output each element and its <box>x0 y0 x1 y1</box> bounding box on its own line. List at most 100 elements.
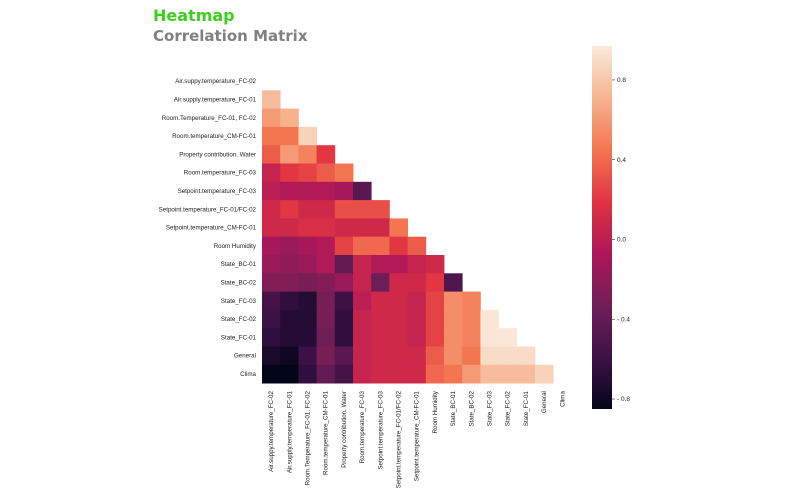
colorbar-tick-label: 0.0 <box>617 237 626 244</box>
colorbar: 0.8 0.4 0.0 - 0.4 - 0.8 <box>592 46 630 409</box>
heatmap-cell <box>316 291 336 311</box>
heatmap-cell <box>389 273 408 292</box>
y-tick-label: State_BC-01 <box>221 261 257 268</box>
heatmap-cell <box>298 291 317 311</box>
heatmap-cell <box>389 236 408 256</box>
heatmap-cell <box>334 218 354 238</box>
heatmap-cell <box>371 291 390 311</box>
heatmap-cell <box>371 255 390 274</box>
heatmap-cell <box>262 200 281 219</box>
heatmap-cell <box>407 255 427 274</box>
heatmap-cell <box>262 181 281 201</box>
x-tick-label: State_FC-02 <box>505 391 512 427</box>
heatmap-cell <box>407 291 427 311</box>
colorbar-tick-label: - 0.4 <box>617 316 630 323</box>
heatmap-cell <box>425 255 445 274</box>
heatmap-cell <box>262 90 281 109</box>
heatmap-cell <box>480 328 499 347</box>
heatmap-cell <box>262 273 281 292</box>
x-tick-label: State_BC-01 <box>450 391 457 427</box>
chart-subtitle: Correlation Matrix <box>153 27 308 45</box>
heatmap-cell <box>371 309 390 329</box>
heatmap-cell <box>334 200 354 219</box>
heatmap-cell <box>371 218 390 238</box>
heatmap-cell <box>280 273 299 292</box>
heatmap-cell <box>280 126 299 146</box>
heatmap-cell <box>298 218 317 238</box>
heatmap-cell <box>262 364 281 384</box>
heatmap-cell <box>334 346 354 366</box>
y-tick-label: Setpoint.temperature_FC-01/FC-02 <box>159 206 257 213</box>
x-tick-label: State_FC-01 <box>523 391 530 427</box>
heatmap-cell <box>462 346 481 366</box>
heatmap-cell <box>280 255 299 274</box>
heatmap-cell <box>280 291 299 311</box>
heatmap-cell <box>298 328 317 347</box>
x-axis-labels: Air.suppy.temperature_FC-02 Air.supply.te… <box>268 390 566 488</box>
x-tick-label: Air.supply.temperature_FC-01 <box>286 391 293 474</box>
heatmap-cell <box>298 309 317 329</box>
heatmap-cell <box>444 273 463 292</box>
heatmap-cell <box>389 346 408 366</box>
heatmap-cell <box>425 273 445 292</box>
y-tick-label: Property contribution. Water <box>179 151 256 158</box>
x-tick-label: Room Humidity <box>432 390 439 433</box>
y-axis-labels: Air.suppy.temperature_FC-02 Air.supply.te… <box>159 78 257 378</box>
heatmap-cell <box>262 145 281 164</box>
heatmap-cell <box>316 309 336 329</box>
heatmap-cell <box>498 328 518 347</box>
heatmap-cell <box>353 309 372 329</box>
heatmap-cell <box>371 200 390 219</box>
heatmap-cell <box>280 163 299 183</box>
heatmap-cell <box>298 255 317 274</box>
y-tick-label: Room.Temperature_FC-01, FC-02 <box>162 115 257 122</box>
heatmap-cell <box>371 328 390 347</box>
heatmap-cell <box>498 346 518 366</box>
heatmap-cell <box>298 236 317 256</box>
heatmap-cell <box>280 181 299 201</box>
heatmap-cell <box>535 364 554 384</box>
heatmap-cell <box>407 273 427 292</box>
heatmap-cell <box>280 309 299 329</box>
heatmap-cell <box>280 346 299 366</box>
heatmap-cell <box>262 163 281 183</box>
heatmap-cell <box>516 346 536 366</box>
y-tick-label: General <box>234 353 256 360</box>
x-tick-label: Setpoint.temperature_FC-01/FC-02 <box>396 391 403 489</box>
colorbar-tick-label: - 0.8 <box>617 396 630 403</box>
y-tick-label: Room.temperature_CM-FC-01 <box>172 133 256 140</box>
heatmap-cell <box>407 328 427 347</box>
heatmap-cell <box>516 364 536 384</box>
x-tick-label: State_FC-03 <box>487 391 494 427</box>
y-tick-label: Setpoint.temperature_FC-03 <box>178 188 257 195</box>
heatmap-cell <box>353 218 372 238</box>
heatmap-cell <box>425 291 445 311</box>
heatmap-cell <box>298 126 317 146</box>
heatmap-cell <box>262 291 281 311</box>
heatmap-cell <box>353 273 372 292</box>
heatmap-cell <box>262 309 281 329</box>
heatmap-cell <box>407 364 427 384</box>
heatmap-cell <box>262 236 281 256</box>
heatmap-cell <box>334 364 354 384</box>
heatmap-cell <box>298 364 317 384</box>
x-tick-label: Air.suppy.temperature_FC-02 <box>268 391 275 472</box>
heatmap-cell <box>316 145 336 164</box>
heatmap-cell <box>262 126 281 146</box>
heatmap-cell <box>316 346 336 366</box>
heatmap-cell <box>462 309 481 329</box>
heatmap-cell <box>444 328 463 347</box>
x-tick-label: Room.temperature_FC-03 <box>359 391 366 464</box>
heatmap-cell <box>353 364 372 384</box>
heatmap-cell <box>444 364 463 384</box>
heatmap-cell <box>407 309 427 329</box>
heatmap-cell <box>298 163 317 183</box>
heatmap-cell <box>334 328 354 347</box>
x-tick-label: Property contribution. Water <box>341 391 348 468</box>
heatmap-cell <box>480 364 499 384</box>
chart-title: Heatmap <box>153 6 235 25</box>
heatmap-cell <box>371 364 390 384</box>
heatmap-cell <box>389 291 408 311</box>
y-tick-label: Room.temperature_FC-03 <box>184 170 257 177</box>
